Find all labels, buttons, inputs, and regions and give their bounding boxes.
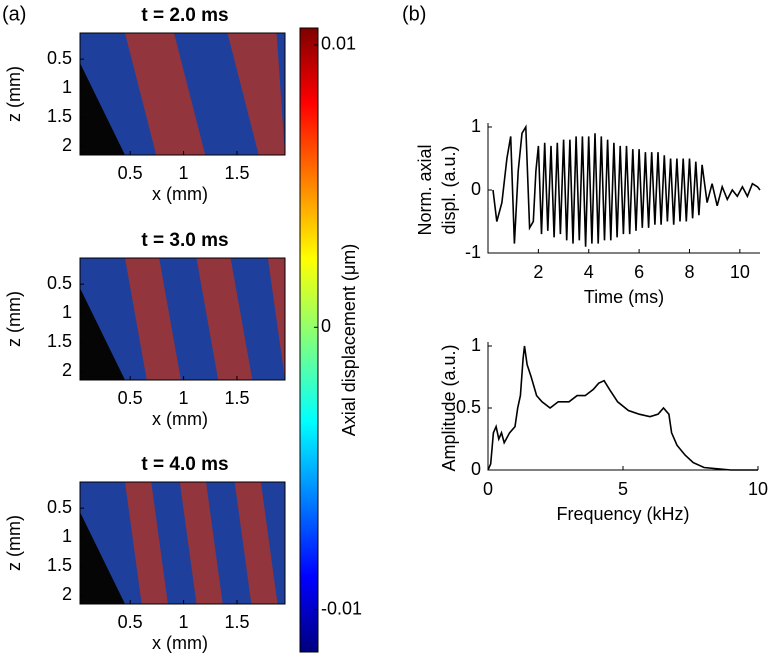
image-stripe <box>125 33 206 155</box>
y-tick-label: 1.5 <box>47 331 72 351</box>
colorbar-tick-label: -0.01 <box>321 598 362 618</box>
x-tick-label: 1.5 <box>224 388 249 408</box>
y-tick-label: 1 <box>62 302 72 322</box>
image-stripe <box>267 258 285 380</box>
panel-title: t = 4.0 ms <box>141 454 228 475</box>
y-tick-label: 0.5 <box>47 48 72 68</box>
y-axis-label: z (mm) <box>4 291 24 347</box>
y-tick-label: 0 <box>471 459 481 479</box>
x-tick-label: 1.5 <box>224 612 249 632</box>
image-stripe <box>234 482 278 604</box>
y-tick-label: 2 <box>62 360 72 380</box>
image-stripe <box>125 258 181 380</box>
x-tick-label: 0.5 <box>118 163 143 183</box>
panel-title: t = 3.0 ms <box>141 230 228 251</box>
image-stripe <box>179 482 223 604</box>
y-tick-label: 1 <box>471 116 481 136</box>
y-axis-label: z (mm) <box>4 515 24 571</box>
data-line <box>487 345 758 471</box>
y-tick-label: 2 <box>62 584 72 604</box>
panel-title: t = 2.0 ms <box>141 5 228 26</box>
image-stripe <box>227 33 285 155</box>
x-tick-label: 6 <box>634 262 644 282</box>
y-tick-label: 1 <box>62 77 72 97</box>
x-axis-label: x (mm) <box>152 409 208 429</box>
image-frame <box>79 32 286 156</box>
colorbar-tick-label: 0.01 <box>321 34 356 54</box>
image-frame <box>79 257 286 381</box>
x-tick-label: 1.5 <box>224 163 249 183</box>
x-axis-label: x (mm) <box>152 633 208 653</box>
y-axis-label: z (mm) <box>4 66 24 122</box>
y-tick-label: -1 <box>465 242 481 262</box>
x-tick-label: 2 <box>533 262 543 282</box>
y-tick-label: 0.5 <box>456 397 481 417</box>
colorbar-label: Axial displacement (μm) <box>339 244 359 436</box>
image-stripe <box>125 482 168 604</box>
x-tick-label: 10 <box>748 479 768 499</box>
y-axis-label: displ. (a.u.) <box>439 145 459 234</box>
panel-label: (b) <box>402 3 426 25</box>
y-tick-label: 0.5 <box>47 497 72 517</box>
x-tick-label: 4 <box>584 262 594 282</box>
x-tick-label: 5 <box>618 479 628 499</box>
y-tick-label: 1 <box>62 526 72 546</box>
x-tick-label: 0.5 <box>118 388 143 408</box>
image-stripe <box>196 258 253 380</box>
x-axis-label: x (mm) <box>152 184 208 204</box>
image-frame <box>79 481 286 605</box>
x-tick-label: 0 <box>483 479 493 499</box>
image-shadow <box>80 288 125 380</box>
panel-label: (a) <box>2 3 26 25</box>
y-tick-label: 2 <box>62 135 72 155</box>
x-tick-label: 1 <box>179 612 189 632</box>
x-tick-label: 8 <box>684 262 694 282</box>
y-axis-label: Amplitude (a.u.) <box>439 344 459 471</box>
x-tick-label: 1 <box>179 388 189 408</box>
x-axis-label: Time (ms) <box>584 287 664 307</box>
y-tick-label: 1.5 <box>47 555 72 575</box>
colorbar <box>299 27 319 653</box>
image-shadow <box>80 512 125 604</box>
y-tick-label: 0 <box>471 179 481 199</box>
image-shadow <box>80 63 125 155</box>
y-tick-label: 1 <box>471 335 481 355</box>
x-tick-label: 0.5 <box>118 612 143 632</box>
x-axis-label: Frequency (kHz) <box>556 504 689 524</box>
colorbar-tick-label: 0 <box>321 316 331 336</box>
y-tick-label: 1.5 <box>47 106 72 126</box>
y-axis-label: Norm. axial <box>415 144 435 235</box>
y-tick-label: 0.5 <box>47 273 72 293</box>
x-tick-label: 1 <box>179 163 189 183</box>
data-line <box>492 124 761 247</box>
x-tick-label: 10 <box>730 262 750 282</box>
